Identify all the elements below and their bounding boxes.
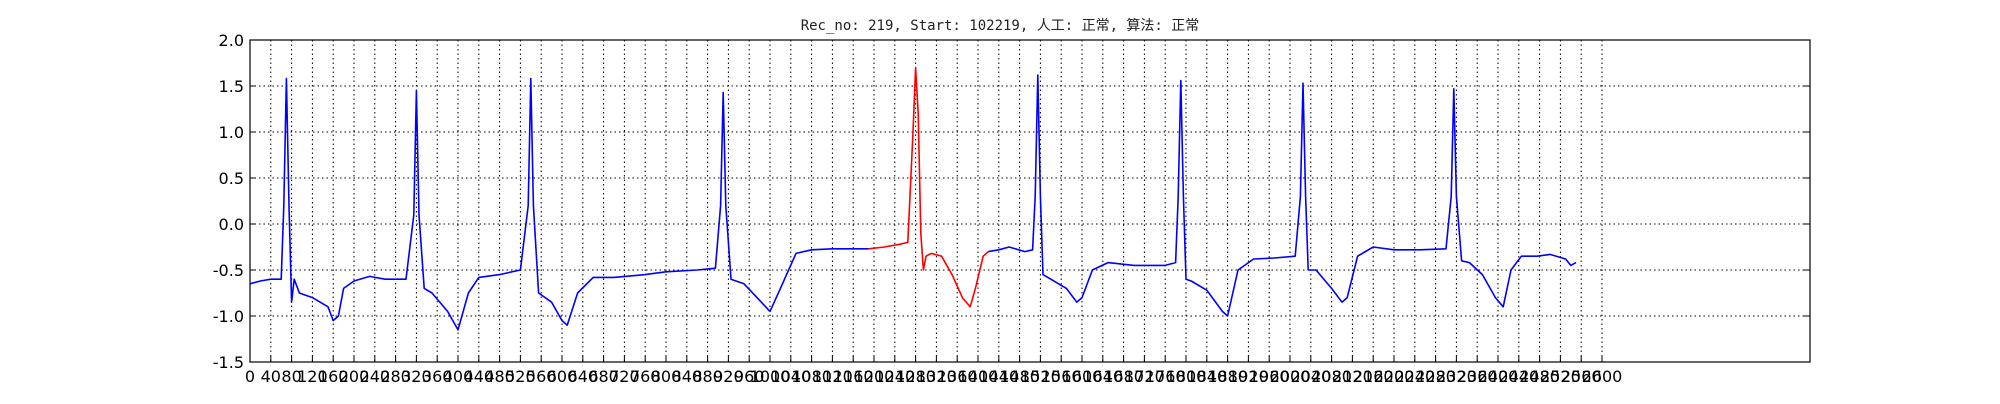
x-tick-label: 600 xyxy=(547,367,578,386)
x-tick-label: 560 xyxy=(526,367,557,386)
x-tick-label: 1160 xyxy=(833,367,874,386)
x-tick-label: 2040 xyxy=(1290,367,1331,386)
x-tick-label: 1280 xyxy=(895,367,936,386)
y-tick-label: -0.5 xyxy=(213,261,244,280)
x-tick-label: 240 xyxy=(360,367,391,386)
x-tick-label: 1880 xyxy=(1207,367,1248,386)
y-tick-label: 0.5 xyxy=(219,169,244,188)
x-tick-label: 1560 xyxy=(1041,367,1082,386)
x-tick-label: 2120 xyxy=(1332,367,1373,386)
x-tick-label: 720 xyxy=(609,367,640,386)
x-tick-label: 400 xyxy=(443,367,474,386)
series-line-after xyxy=(988,74,1577,317)
y-tick-label: 1.5 xyxy=(219,77,244,96)
x-tick-label: 2320 xyxy=(1436,367,1477,386)
x-tick-label: 360 xyxy=(422,367,453,386)
x-tick-label: 1440 xyxy=(978,367,1019,386)
x-tick-label: 0 xyxy=(245,367,255,386)
x-tick-label: 960 xyxy=(734,367,765,386)
x-tick-label: 1400 xyxy=(958,367,999,386)
x-tick-label: 760 xyxy=(630,367,661,386)
x-tick-label: 2240 xyxy=(1394,367,1435,386)
x-tick-label: 1800 xyxy=(1166,367,1207,386)
x-tick-label: 880 xyxy=(692,367,723,386)
x-tick-label: 1080 xyxy=(791,367,832,386)
x-tick-label: 320 xyxy=(401,367,432,386)
x-tick-label: 1680 xyxy=(1103,367,1144,386)
x-tick-label: 1480 xyxy=(999,367,1040,386)
series-line-before xyxy=(249,77,869,331)
x-tick-label: 520 xyxy=(505,367,536,386)
x-tick-label: 2360 xyxy=(1457,367,1498,386)
chart-title: Rec_no: 219, Start: 102219, 人工: 正常, 算法: … xyxy=(801,18,1200,34)
x-tick-label: 1840 xyxy=(1186,367,1227,386)
x-tick-label: 1240 xyxy=(874,367,915,386)
x-tick-label: 2280 xyxy=(1415,367,1456,386)
x-tick-label: 1760 xyxy=(1145,367,1186,386)
x-tick-label: 2520 xyxy=(1540,367,1581,386)
grid-lines xyxy=(249,39,1810,363)
x-tick-label: 1640 xyxy=(1082,367,1123,386)
x-tick-label: 160 xyxy=(318,367,349,386)
x-tick-label: 2400 xyxy=(1478,367,1519,386)
x-tick-label: 1920 xyxy=(1228,367,1269,386)
x-tick-label: 1720 xyxy=(1124,367,1165,386)
x-tick-label: 640 xyxy=(568,367,599,386)
x-tick-label: 1040 xyxy=(770,367,811,386)
series-lines xyxy=(249,66,1577,331)
x-tick-label: 1000 xyxy=(750,367,791,386)
x-tick-label: 2080 xyxy=(1311,367,1352,386)
x-tick-label: 440 xyxy=(464,367,495,386)
x-tick-label: 2440 xyxy=(1498,367,1539,386)
y-tick-label: -1.5 xyxy=(213,353,244,372)
x-tick-label: 2480 xyxy=(1519,367,1560,386)
y-tick-label: -1.0 xyxy=(213,307,244,326)
x-tick-label: 2600 xyxy=(1582,367,1623,386)
plot-frame xyxy=(249,39,1811,363)
x-tick-label: 80 xyxy=(281,367,301,386)
x-tick-label: 280 xyxy=(380,367,411,386)
x-tick-label: 1520 xyxy=(1020,367,1061,386)
x-tick-label: 800 xyxy=(651,367,682,386)
x-tick-label: 840 xyxy=(672,367,703,386)
y-tick-label: 2.0 xyxy=(219,31,244,50)
x-tick-label: 1200 xyxy=(854,367,895,386)
x-tick-label: 120 xyxy=(297,367,328,386)
y-tick-label: 1.0 xyxy=(219,123,244,142)
x-tick-label: 680 xyxy=(588,367,619,386)
x-tick-label: 1120 xyxy=(812,367,853,386)
x-tick-label: 920 xyxy=(713,367,744,386)
x-axis-ticks: 0 40 8012016020024028032036040044048052056… xyxy=(245,356,1622,386)
x-tick-label: 480 xyxy=(484,367,515,386)
x-tick-label: 1600 xyxy=(1062,367,1103,386)
x-tick-label: 2000 xyxy=(1270,367,1311,386)
x-tick-label: 2200 xyxy=(1374,367,1415,386)
x-tick-label: 1360 xyxy=(937,367,978,386)
x-tick-label: 40 xyxy=(261,367,281,386)
x-tick-label: 200 xyxy=(339,367,370,386)
y-axis-ticks: 2.0 1.5 1.0 0.5 0.0 -0.5 -1.0 -1.5 xyxy=(213,31,1810,372)
x-tick-label: 1960 xyxy=(1249,367,1290,386)
x-tick-label: 2560 xyxy=(1561,367,1602,386)
x-tick-label: 2160 xyxy=(1353,367,1394,386)
x-tick-label: 1320 xyxy=(916,367,957,386)
series-line-highlighted-beat xyxy=(868,66,989,308)
y-tick-label: 0.0 xyxy=(219,215,244,234)
